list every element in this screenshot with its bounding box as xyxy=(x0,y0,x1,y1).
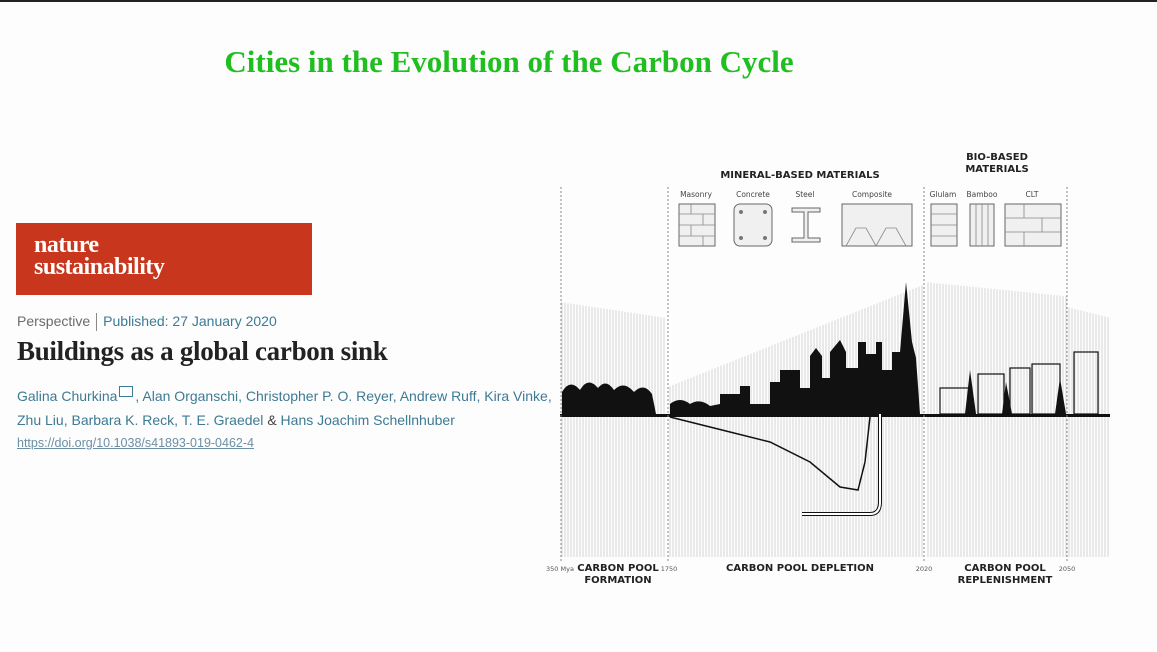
material-label: Concrete xyxy=(736,190,770,199)
divider xyxy=(96,313,98,332)
ampersand: & xyxy=(267,412,277,428)
mail-icon[interactable] xyxy=(119,386,134,397)
slide-title: Cities in the Evolution of the Carbon Cy… xyxy=(224,44,794,79)
steel-icon xyxy=(791,207,821,243)
author-list: Galina Churkina , Alan Organschi, Christo… xyxy=(17,384,637,432)
forest-silhouette xyxy=(562,382,656,414)
phase-formation-2: FORMATION xyxy=(584,575,651,586)
author-link[interactable]: Galina Churkina xyxy=(17,388,118,404)
concrete-icon xyxy=(733,203,773,247)
phase-replenishment-1: CARBON POOL xyxy=(964,563,1046,574)
paper-title: Buildings as a global carbon sink xyxy=(17,336,388,366)
tick-2020: 2020 xyxy=(916,565,933,573)
extraction-curve xyxy=(669,416,871,491)
phase-formation-1: CARBON POOL xyxy=(577,563,659,574)
material-label: CLT xyxy=(1026,190,1039,199)
author-line-2: Zhu Liu, Barbara K. Reck, T. E. Graedel … xyxy=(17,408,637,432)
author-links[interactable]: Zhu Liu, Barbara K. Reck, T. E. Graedel xyxy=(17,412,264,428)
tick-350mya: 350 Mya xyxy=(546,565,574,573)
author-line-1: Galina Churkina , Alan Organschi, Christo… xyxy=(17,384,637,408)
mineral-heading: MINERAL-BASED MATERIALS xyxy=(720,170,879,181)
ground-line xyxy=(560,414,1110,417)
article-type: Perspective xyxy=(17,313,91,329)
tick-2050: 2050 xyxy=(1059,565,1076,573)
author-link[interactable]: Hans Joachim Schellnhuber xyxy=(280,412,455,428)
carbon-pool-hatching xyxy=(561,282,1109,557)
article-meta: Perspective Published: 27 January 2020 xyxy=(17,313,277,332)
carbon-cycle-figure: MINERAL-BASED MATERIALS BIO-BASED MATERI… xyxy=(546,152,1110,586)
bio-heading-1: BIO-BASED xyxy=(966,152,1028,163)
timeline-dividers xyxy=(560,187,1068,562)
material-label: Glulam xyxy=(930,190,957,199)
nature-sustainability-logo: nature sustainability xyxy=(16,223,312,295)
city-skyline xyxy=(670,282,920,414)
bio-heading-2: MATERIALS xyxy=(965,164,1028,175)
material-label: Steel xyxy=(795,190,814,199)
tick-1750: 1750 xyxy=(661,565,678,573)
author-links[interactable]: , Alan Organschi, Christopher P. O. Reye… xyxy=(135,388,552,404)
phase-replenishment-2: REPLENISHMENT xyxy=(958,575,1053,586)
logo-line-1: nature xyxy=(34,232,99,258)
doi-link[interactable]: https://doi.org/10.1038/s41893-019-0462-… xyxy=(17,436,254,450)
phase-depletion: CARBON POOL DEPLETION xyxy=(726,563,874,574)
material-label: Masonry xyxy=(680,190,712,199)
published-date: Published: 27 January 2020 xyxy=(103,313,277,329)
clt-icon xyxy=(1004,203,1062,247)
logo-line-2: sustainability xyxy=(34,254,165,280)
composite-icon xyxy=(841,203,913,247)
material-label: Bamboo xyxy=(967,190,998,199)
material-label: Composite xyxy=(852,190,892,199)
trees xyxy=(965,370,1066,414)
